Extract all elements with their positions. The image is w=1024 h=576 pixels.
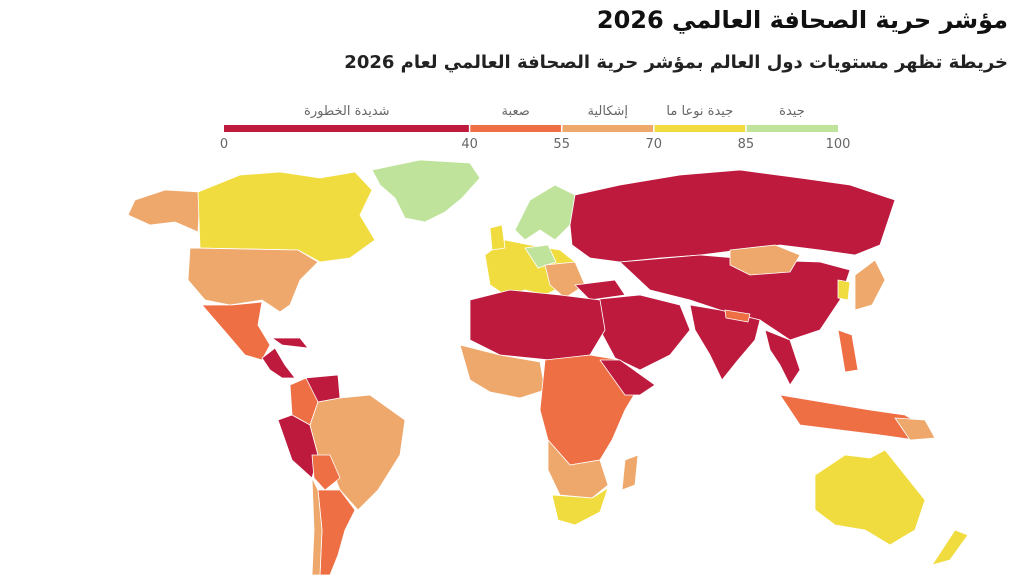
madagascar <box>621 454 639 491</box>
mongolia <box>729 244 801 276</box>
chile <box>311 477 323 576</box>
subtitle: خريطة تظهر مستويات دول العالم بمؤشر حرية… <box>344 52 1008 73</box>
nepal <box>724 309 751 323</box>
land <box>127 159 969 576</box>
west-africa <box>459 344 546 399</box>
greenland <box>371 159 481 223</box>
legend-label: صعبة <box>502 104 530 119</box>
east-africa <box>599 359 656 396</box>
south-africa <box>551 487 609 526</box>
legend-tick-label: 100 <box>826 137 851 152</box>
middle-east <box>589 294 691 371</box>
scandinavia <box>514 184 576 241</box>
se-asia <box>764 329 801 386</box>
cuba <box>271 337 309 349</box>
new-zealand <box>931 529 969 566</box>
alaska <box>127 189 201 233</box>
legend: شديدة الخطورة صعبة إشكالية جيدة نوعا ما جيدة… <box>220 104 851 152</box>
bolivia <box>311 454 341 491</box>
argentina <box>317 489 356 576</box>
uk <box>489 224 506 251</box>
southern-africa <box>547 439 609 499</box>
legend-tick-label: 40 <box>461 137 478 152</box>
brazil <box>309 394 406 511</box>
legend-swatch <box>561 125 654 132</box>
papua <box>894 417 936 441</box>
legend-label: جيدة <box>779 104 805 119</box>
legend-tick-label: 0 <box>220 137 228 152</box>
usa <box>187 247 319 313</box>
legend-tick-label: 70 <box>646 137 663 152</box>
korea <box>837 279 851 301</box>
central-europe <box>524 244 557 269</box>
australia <box>814 449 926 546</box>
mexico <box>201 301 271 361</box>
legend-tick-label: 55 <box>553 137 570 152</box>
legend-label: جيدة نوعا ما <box>666 104 733 119</box>
balkans <box>544 261 586 299</box>
legend-label: شديدة الخطورة <box>304 104 390 119</box>
title: مؤشر حرية الصحافة العالمي 2026 <box>596 6 1008 34</box>
turkey <box>574 279 626 301</box>
legend-tick-label: 85 <box>738 137 755 152</box>
legend-swatch <box>469 125 562 132</box>
central-africa <box>539 354 641 466</box>
legend-swatch <box>653 125 746 132</box>
central-america <box>261 347 296 379</box>
japan <box>854 259 886 311</box>
russia <box>569 169 896 263</box>
north-africa <box>469 289 606 361</box>
legend-label: إشكالية <box>588 104 629 119</box>
legend-swatch <box>745 125 838 132</box>
legend-swatch <box>224 125 470 132</box>
philippines <box>837 329 859 373</box>
